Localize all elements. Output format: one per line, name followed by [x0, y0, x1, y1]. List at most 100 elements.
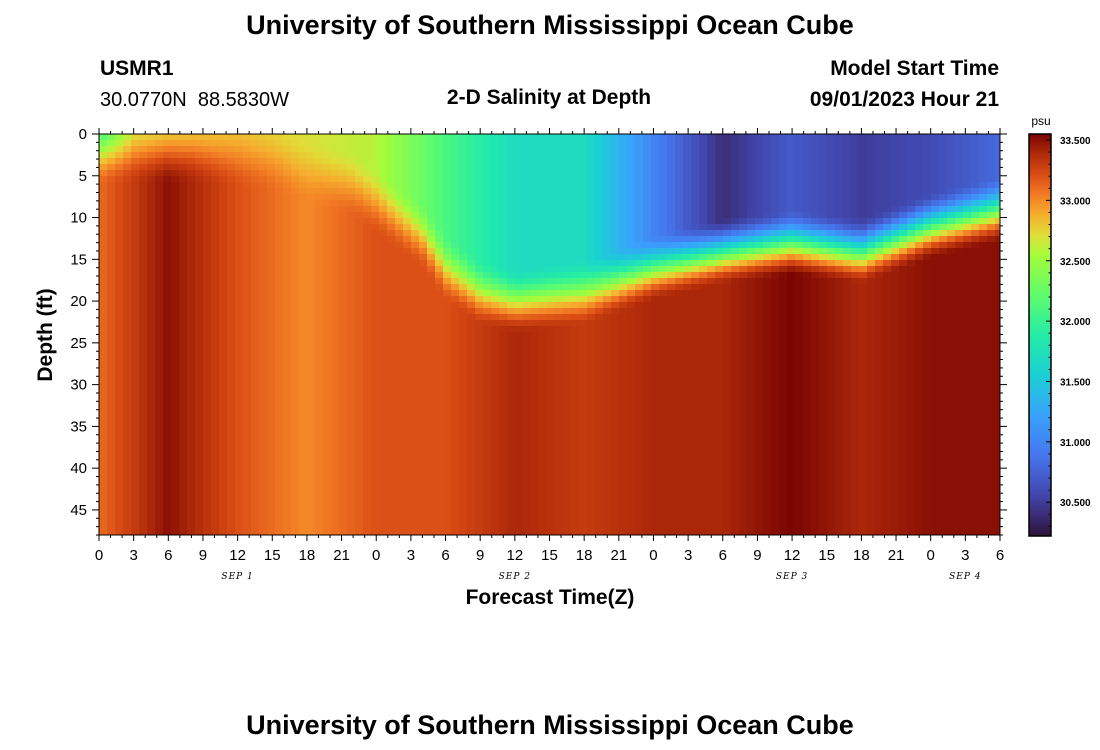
heatmap-cell	[419, 260, 428, 267]
heatmap-cell	[891, 380, 900, 387]
heatmap-cell	[515, 272, 524, 279]
heatmap-cell	[155, 152, 164, 159]
heatmap-cell	[563, 224, 572, 231]
heatmap-cell	[419, 290, 428, 297]
heatmap-cell	[379, 308, 388, 315]
heatmap-cell	[579, 368, 588, 375]
heatmap-cell	[683, 272, 692, 279]
heatmap-cell	[331, 236, 340, 243]
heatmap-cell	[307, 164, 316, 171]
heatmap-cell	[507, 266, 516, 273]
heatmap-cell	[467, 302, 476, 309]
heatmap-cell	[323, 392, 332, 399]
heatmap-cell	[419, 224, 428, 231]
heatmap-cell	[883, 296, 892, 303]
heatmap-cell	[699, 158, 708, 165]
heatmap-cell	[827, 380, 836, 387]
heatmap-cell	[155, 266, 164, 273]
heatmap-cell	[635, 176, 644, 183]
heatmap-cell	[699, 254, 708, 261]
heatmap-cell	[939, 170, 948, 177]
heatmap-cell	[443, 230, 452, 237]
heatmap-cell	[139, 332, 148, 339]
heatmap-cell	[235, 284, 244, 291]
heatmap-cell	[259, 374, 268, 381]
heatmap-cell	[627, 338, 636, 345]
heatmap-cell	[235, 302, 244, 309]
heatmap-cell	[667, 164, 676, 171]
heatmap-cell	[371, 134, 380, 141]
heatmap-cell	[459, 176, 468, 183]
heatmap-cell	[883, 254, 892, 261]
heatmap-cell	[755, 164, 764, 171]
heatmap-cell	[395, 188, 404, 195]
heatmap-cell	[643, 200, 652, 207]
heatmap-cell	[603, 266, 612, 273]
heatmap-cell	[851, 170, 860, 177]
heatmap-cell	[459, 230, 468, 237]
heatmap-cell	[875, 200, 884, 207]
heatmap-cell	[467, 308, 476, 315]
heatmap-cell	[339, 308, 348, 315]
heatmap-cell	[187, 284, 196, 291]
heatmap-cell	[139, 182, 148, 189]
heatmap-cell	[187, 314, 196, 321]
heatmap-cell	[939, 362, 948, 369]
heatmap-cell	[971, 194, 980, 201]
heatmap-cell	[571, 278, 580, 285]
heatmap-cell	[523, 386, 532, 393]
heatmap-cell	[867, 266, 876, 273]
heatmap-cell	[667, 260, 676, 267]
heatmap-cell	[147, 338, 156, 345]
heatmap-cell	[579, 314, 588, 321]
heatmap-cell	[123, 182, 132, 189]
heatmap-cell	[195, 338, 204, 345]
heatmap-cell	[235, 272, 244, 279]
heatmap-cell	[155, 302, 164, 309]
heatmap-cell	[971, 152, 980, 159]
heatmap-cell	[787, 338, 796, 345]
heatmap-cell	[347, 350, 356, 357]
heatmap-cell	[875, 272, 884, 279]
heatmap-cell	[779, 152, 788, 159]
heatmap-cell	[707, 368, 716, 375]
heatmap-cell	[955, 158, 964, 165]
heatmap-cell	[411, 332, 420, 339]
heatmap-cell	[123, 152, 132, 159]
heatmap-cell	[379, 296, 388, 303]
heatmap-cell	[811, 332, 820, 339]
heatmap-cell	[299, 326, 308, 333]
heatmap-cell	[435, 332, 444, 339]
heatmap-cell	[891, 212, 900, 219]
heatmap-cell	[107, 374, 116, 381]
heatmap-cell	[835, 284, 844, 291]
heatmap-cell	[347, 374, 356, 381]
heatmap-cell	[179, 236, 188, 243]
heatmap-cell	[571, 200, 580, 207]
heatmap-cell	[595, 230, 604, 237]
heatmap-cell	[195, 224, 204, 231]
heatmap-cell	[315, 206, 324, 213]
heatmap-cell	[331, 248, 340, 255]
heatmap-cell	[283, 374, 292, 381]
heatmap-cell	[387, 320, 396, 327]
heatmap-cell	[867, 164, 876, 171]
heatmap-cell	[195, 374, 204, 381]
heatmap-cell	[235, 194, 244, 201]
heatmap-cell	[931, 134, 940, 141]
heatmap-cell	[627, 158, 636, 165]
heatmap-cell	[683, 134, 692, 141]
heatmap-cell	[235, 320, 244, 327]
heatmap-cell	[907, 320, 916, 327]
heatmap-cell	[107, 224, 116, 231]
heatmap-cell	[891, 200, 900, 207]
heatmap-cell	[211, 278, 220, 285]
heatmap-cell	[243, 392, 252, 399]
heatmap-cell	[243, 326, 252, 333]
heatmap-cell	[739, 266, 748, 273]
heatmap-cell	[507, 290, 516, 297]
heatmap-cell	[675, 302, 684, 309]
heatmap-cell	[971, 272, 980, 279]
heatmap-cell	[923, 212, 932, 219]
heatmap-cell	[187, 356, 196, 363]
